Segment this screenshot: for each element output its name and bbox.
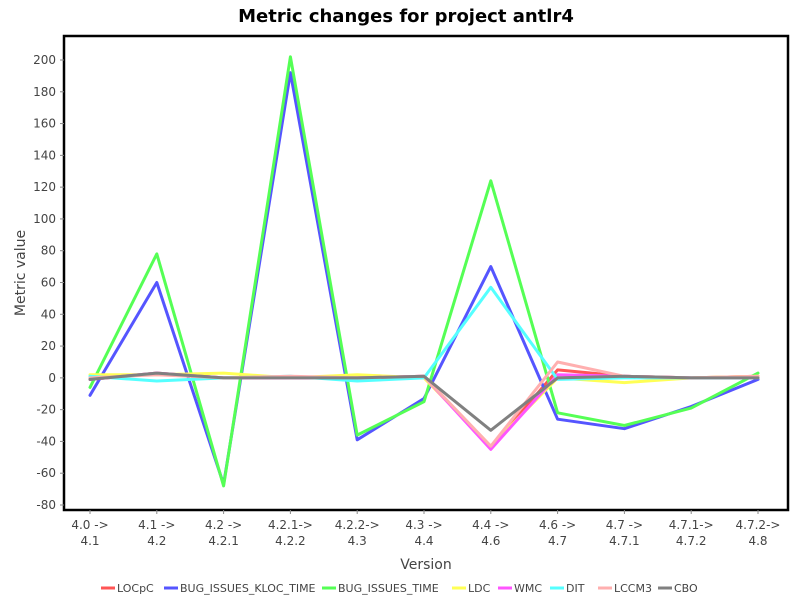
x-tick-label: 4.8 [748, 534, 767, 548]
x-tick-label: 4.1 [80, 534, 99, 548]
x-axis-label: Version [400, 557, 451, 573]
legend-entry: BUG_ISSUES_KLOC_TIME [180, 582, 316, 595]
x-tick-label: 4.7 [548, 534, 567, 548]
legend-entry: DIT [566, 582, 585, 595]
legend-entry: WMC [514, 582, 542, 595]
x-tick-label: 4.2.2-> [335, 518, 380, 532]
x-tick-label: 4.1 -> [138, 518, 175, 532]
y-tick-label: 60 [41, 276, 56, 290]
y-tick-label: 180 [33, 85, 56, 99]
y-axis-label: Metric value [13, 230, 29, 316]
chart-title: Metric changes for project antlr4 [238, 6, 574, 27]
x-axis: 4.0 -> 4.1 4.1 -> 4.2 4.2 -> 4.2.1 4.2.1-> 4.2.… [71, 510, 780, 548]
legend: LOCpC BUG_ISSUES_KLOC_TIME BUG_ISSUES_TIME… [101, 582, 698, 595]
x-tick-label: 4.2.1 [208, 534, 239, 548]
y-tick-label: -20 [36, 403, 56, 417]
x-tick-label: 4.4 -> [472, 518, 509, 532]
y-tick-label: 100 [33, 212, 56, 226]
y-tick-label: 80 [41, 244, 56, 258]
x-tick-label: 4.7 -> [606, 518, 643, 532]
y-tick-label: -60 [36, 466, 56, 480]
legend-entry: BUG_ISSUES_TIME [338, 582, 439, 595]
plot-area [62, 34, 790, 512]
y-tick-label: 140 [33, 148, 56, 162]
y-tick-label: 120 [33, 180, 56, 194]
x-tick-label: 4.0 -> [71, 518, 108, 532]
series-lines [88, 55, 760, 488]
series-line-bug-issues-time [88, 55, 760, 488]
y-tick-label: 0 [48, 371, 56, 385]
legend-entry: LCCM3 [614, 582, 652, 595]
x-tick-label: 4.7.1-> [669, 518, 714, 532]
y-tick-label: 40 [41, 307, 56, 321]
y-tick-label: -80 [36, 498, 56, 512]
x-tick-label: 4.2.2 [275, 534, 306, 548]
x-tick-label: 4.6 -> [539, 518, 576, 532]
x-tick-label: 4.7.2-> [736, 518, 781, 532]
x-tick-label: 4.2 [147, 534, 166, 548]
x-tick-label: 4.3 -> [405, 518, 442, 532]
series-line-cbo [88, 371, 760, 432]
x-tick-label: 4.2 -> [205, 518, 242, 532]
x-tick-label: 4.6 [481, 534, 500, 548]
legend-entry: LDC [468, 582, 491, 595]
y-axis: -80 -60 -40 -20 0 20 40 60 80 100 120 140 160 180 200 [33, 53, 64, 512]
legend-entry: CBO [674, 582, 698, 595]
y-tick-label: 20 [41, 339, 56, 353]
x-tick-label: 4.7.2 [676, 534, 707, 548]
x-tick-label: 4.7.1 [609, 534, 640, 548]
y-tick-label: 200 [33, 53, 56, 67]
x-tick-label: 4.2.1-> [268, 518, 313, 532]
y-tick-label: -40 [36, 434, 56, 448]
x-tick-label: 4.4 [414, 534, 433, 548]
legend-entry: LOCpC [117, 582, 154, 595]
y-tick-label: 160 [33, 117, 56, 131]
x-tick-label: 4.3 [348, 534, 367, 548]
